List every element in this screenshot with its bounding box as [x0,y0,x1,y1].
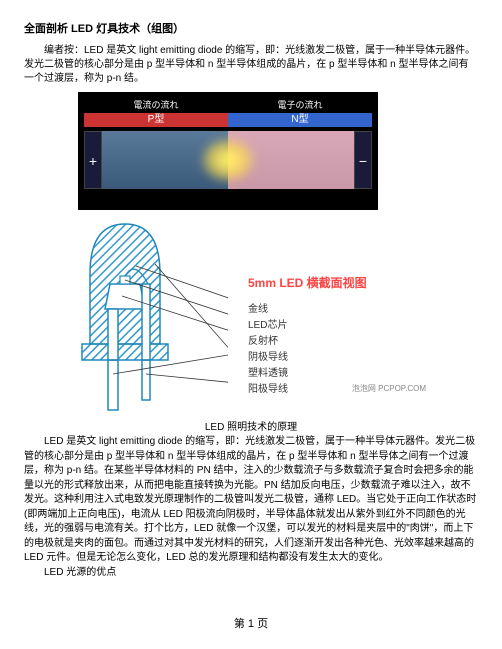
led-svg [50,214,228,412]
watermark: 泡泡网 PCPOP.COM [352,383,426,394]
pn-junction-diagram: 電流の流れ 電子の流れ P型 N型 + − [78,92,378,210]
intro-paragraph: 编者按：LED 是英文 light emitting diode 的缩写，即：光… [24,44,478,86]
led-cross-section-diagram: 5mm LED 横截面视图 金线 LED芯片 反射杯 阴极导线 塑料透镜 阳极导… [50,214,430,414]
figure-caption: LED 照明技术的原理 [24,418,478,433]
label-led-chip: LED芯片 [248,316,287,331]
n-type-label: N型 [228,113,372,127]
subheading-advantages: LED 光源的优点 [24,566,478,581]
cathode-terminal: − [354,131,372,189]
emission-glow [198,135,258,185]
electron-flow-label: 電子の流れ [228,98,372,111]
main-paragraph: LED 是英文 light emitting diode 的缩写，即：光线激发二… [24,435,478,566]
label-cathode-lead: 阴极导线 [248,348,288,363]
cross-section-title: 5mm LED 横截面视图 [248,274,367,291]
anode-terminal: + [84,131,102,189]
label-anode-lead: 阳极导线 [248,380,288,395]
label-reflector-cup: 反射杯 [248,332,278,347]
current-flow-label: 電流の流れ [84,98,228,111]
page-number: 第 1 页 [0,615,502,631]
label-gold-wire: 金线 [248,300,268,315]
label-plastic-lens: 塑料透镜 [248,364,288,379]
p-type-label: P型 [84,113,228,127]
page-title: 全面剖析 LED 灯具技术（组图） [24,20,478,36]
